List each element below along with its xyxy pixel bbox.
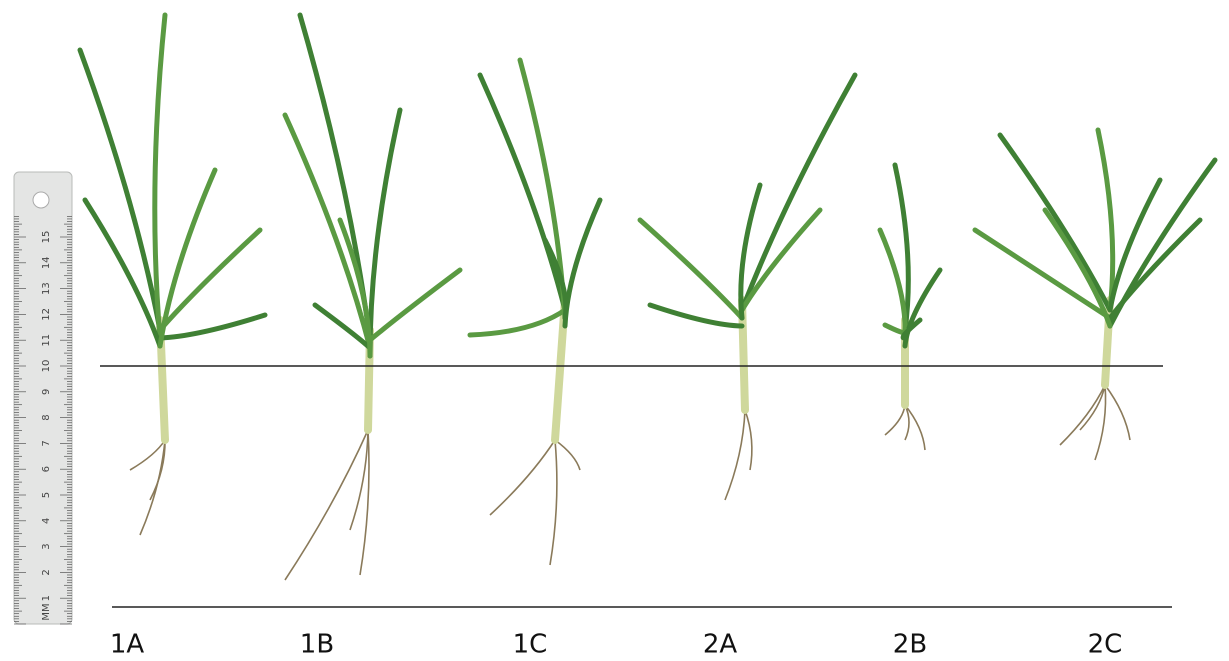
- root: [554, 439, 581, 471]
- leaf: [738, 182, 763, 321]
- leaf: [739, 207, 823, 313]
- root: [284, 429, 369, 581]
- leaf: [367, 267, 463, 343]
- leaf: [542, 237, 569, 321]
- ruler-number: 11: [41, 334, 52, 347]
- ruler-unit: MM: [41, 603, 52, 620]
- leaf: [1107, 217, 1203, 321]
- labels: 1A 1B 1C 2A 2B 2C: [110, 630, 1123, 660]
- leaf: [892, 162, 911, 333]
- ruler-body: [13, 171, 73, 625]
- root: [149, 439, 166, 501]
- ruler-number: 13: [41, 282, 52, 295]
- ruler-number: 5: [41, 492, 52, 498]
- ruler-number: 15: [41, 231, 52, 244]
- ruler-number: 6: [41, 466, 52, 472]
- leaf: [337, 217, 373, 359]
- root: [724, 409, 746, 501]
- root: [549, 439, 558, 566]
- leaf: [152, 12, 168, 341]
- root: [489, 439, 556, 516]
- ruler-number: 8: [41, 414, 52, 420]
- plant-label: 1A: [110, 630, 145, 660]
- ruler-number: 3: [41, 543, 52, 549]
- leaf: [77, 47, 163, 333]
- root: [359, 429, 370, 576]
- leaf: [739, 72, 858, 313]
- root: [744, 409, 753, 471]
- leaf: [900, 317, 923, 341]
- root: [349, 429, 369, 531]
- leaf: [1107, 177, 1163, 313]
- plants: [77, 12, 1218, 581]
- plant-label: 2A: [703, 630, 738, 660]
- leaf: [647, 302, 745, 329]
- root: [904, 404, 926, 451]
- ruler-number: 14: [41, 256, 52, 269]
- ruler-number: 2: [41, 569, 52, 575]
- root: [1094, 384, 1107, 461]
- leaf: [467, 307, 568, 338]
- leaf: [477, 72, 568, 313]
- leaf: [1095, 127, 1116, 313]
- leaf: [972, 227, 1113, 321]
- leaf: [157, 167, 218, 349]
- leaf: [82, 197, 163, 349]
- ruler-number: 10: [41, 360, 52, 373]
- leaf: [157, 227, 263, 333]
- plant-label: 1B: [300, 630, 334, 660]
- ruler-number: 4: [41, 518, 52, 524]
- plant-label: 2C: [1088, 630, 1123, 660]
- leaf: [157, 312, 268, 341]
- leaf: [637, 217, 745, 321]
- plant-label: 1C: [513, 630, 548, 660]
- leaf: [1042, 207, 1113, 329]
- ruler-number: 9: [41, 389, 52, 395]
- root: [1059, 384, 1106, 446]
- leaf: [282, 112, 373, 351]
- plant-label: 2B: [893, 630, 927, 660]
- leaf: [997, 132, 1113, 313]
- root: [1104, 384, 1131, 441]
- stem: [1101, 296, 1114, 389]
- ruler-hole: [32, 191, 50, 209]
- ruler-number: 7: [41, 440, 52, 446]
- ruler-number: 1: [41, 595, 52, 601]
- ruler-number: 12: [41, 308, 52, 321]
